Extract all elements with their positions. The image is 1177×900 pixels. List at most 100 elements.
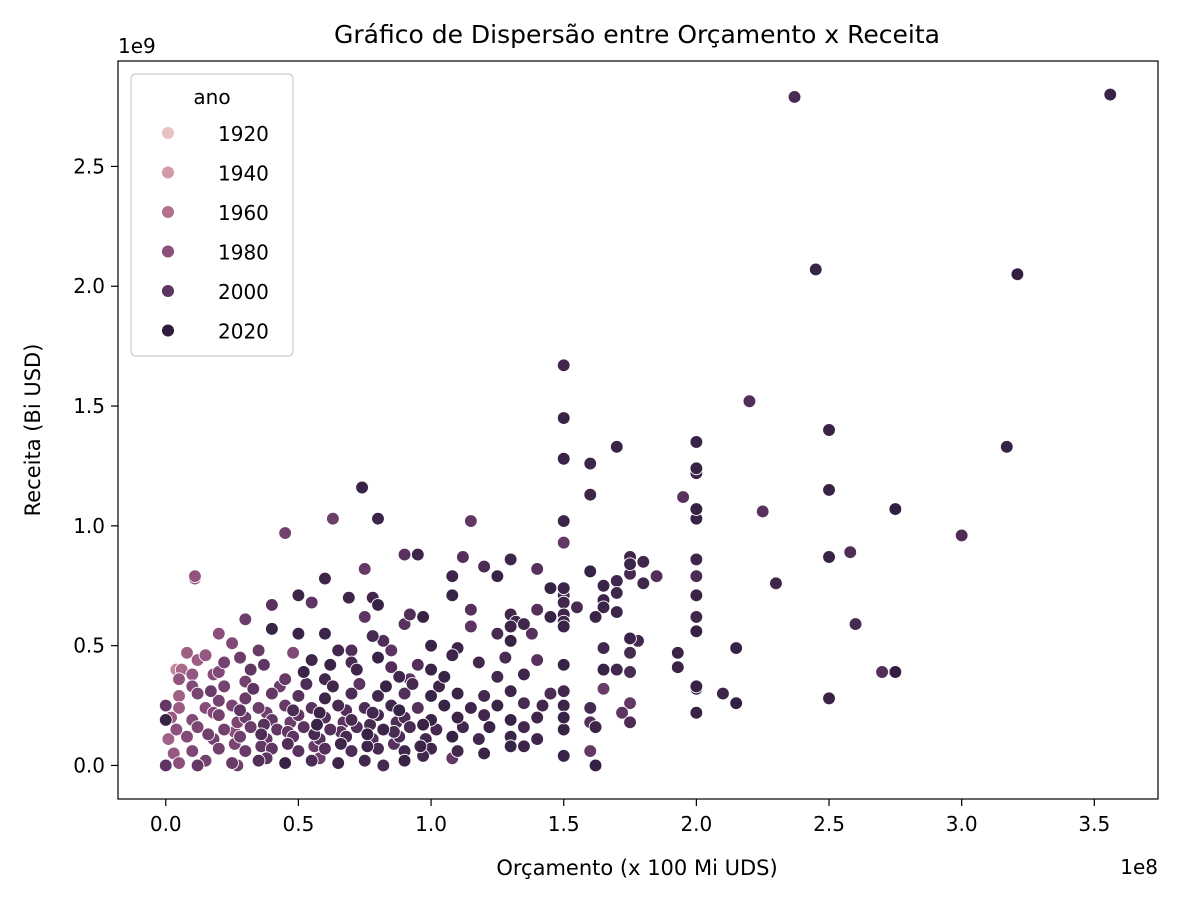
y-axis-label: Receita (Bi USD) <box>21 344 45 517</box>
scatter-point <box>233 703 247 718</box>
scatter-point <box>596 578 611 593</box>
scatter-point <box>689 461 704 476</box>
scatter-point <box>254 727 269 742</box>
legend-marker <box>161 205 175 219</box>
scatter-point <box>357 610 372 624</box>
scatter-point <box>477 689 491 703</box>
x-tick-label: 3.0 <box>946 812 978 836</box>
scatter-point <box>477 559 491 574</box>
scatter-point <box>689 624 704 639</box>
scatter-point <box>357 753 372 768</box>
scatter-point <box>471 655 486 670</box>
scatter-point <box>445 588 460 603</box>
scatter-point <box>233 650 247 665</box>
legend-entry-label: 1920 <box>218 122 269 146</box>
scatter-point <box>204 684 218 699</box>
scatter-point <box>331 698 346 713</box>
scatter-point <box>341 590 356 605</box>
scatter-point <box>318 691 332 706</box>
scatter-point <box>742 394 757 409</box>
scatter-point <box>556 684 571 699</box>
scatter-point <box>257 657 271 672</box>
scatter-point <box>291 588 306 603</box>
scatter-point <box>822 550 836 564</box>
scatter-point <box>188 569 202 584</box>
scatter-point <box>530 732 545 746</box>
scatter-point <box>615 705 629 720</box>
scatter-point <box>371 650 385 665</box>
legend-title: ano <box>193 85 230 109</box>
scatter-point <box>623 645 637 660</box>
scatter-point <box>636 576 651 591</box>
x-ticks: 0.0 0.5 1.0 1.5 2.0 2.5 3.0 3.5 <box>150 799 1110 836</box>
scatter-point <box>392 669 407 684</box>
scatter-point <box>689 588 704 603</box>
scatter-point <box>456 550 470 564</box>
scatter-point <box>172 689 186 703</box>
scatter-point <box>310 717 324 732</box>
scatter-point <box>596 681 611 696</box>
scatter-point <box>201 727 216 742</box>
scatter-point <box>1103 87 1118 102</box>
scatter-point <box>503 552 518 567</box>
scatter-point <box>609 662 624 677</box>
scatter-point <box>503 739 518 754</box>
scatter-point <box>623 696 637 711</box>
scatter-point <box>291 689 306 703</box>
scatter-point <box>360 739 375 754</box>
y-tick-label: 2.5 <box>73 154 105 178</box>
scatter-point <box>623 631 637 646</box>
scatter-point <box>556 749 571 763</box>
scatter-point <box>304 653 319 667</box>
scatter-point <box>413 739 428 754</box>
scatter-point <box>583 487 598 502</box>
scatter-point <box>172 756 186 770</box>
scatter-point <box>286 645 300 660</box>
scatter-point <box>326 511 340 526</box>
scatter-point <box>172 672 186 687</box>
scatter-point <box>397 753 412 768</box>
scatter-point <box>670 645 685 660</box>
scatter-point <box>238 612 253 627</box>
scatter-point <box>424 662 438 677</box>
scatter-point <box>609 586 624 600</box>
scatter-point <box>450 710 465 725</box>
scatter-point <box>296 720 311 734</box>
scatter-point <box>365 705 380 720</box>
scatter-point <box>517 739 531 754</box>
scatter-point <box>888 502 903 516</box>
scatter-point <box>243 662 258 677</box>
scatter-point <box>379 679 393 694</box>
scatter-point <box>729 641 744 655</box>
legend-entry-label: 1960 <box>218 201 269 225</box>
scatter-point <box>689 569 704 584</box>
scatter-point <box>371 511 385 526</box>
y-offset-label: 1e9 <box>118 34 156 58</box>
scatter-point <box>397 686 412 701</box>
y-ticks: 0.0 0.5 1.0 1.5 2.0 2.5 <box>73 154 118 777</box>
scatter-point <box>596 641 611 655</box>
scatter-point <box>334 737 348 751</box>
scatter-point <box>875 665 889 679</box>
plot-area <box>158 87 1118 773</box>
scatter-point <box>344 686 359 701</box>
scatter-point <box>304 753 319 768</box>
scatter-point <box>357 562 372 576</box>
scatter-point <box>556 535 571 550</box>
scatter-point <box>371 689 385 703</box>
scatter-point <box>609 605 624 619</box>
scatter-point <box>402 720 417 734</box>
scatter-point <box>583 456 598 471</box>
scatter-point <box>535 698 550 713</box>
scatter-point <box>503 634 518 648</box>
scatter-point <box>198 648 213 663</box>
scatter-point <box>843 545 858 560</box>
scatter-point <box>517 617 531 631</box>
scatter-point <box>729 696 744 711</box>
legend: ano 1920 1940 1960 1980 2000 2020 <box>130 73 294 357</box>
scatter-point <box>689 610 704 624</box>
scatter-point <box>689 552 704 567</box>
scatter-point <box>211 741 226 756</box>
scatter-point <box>331 643 346 658</box>
